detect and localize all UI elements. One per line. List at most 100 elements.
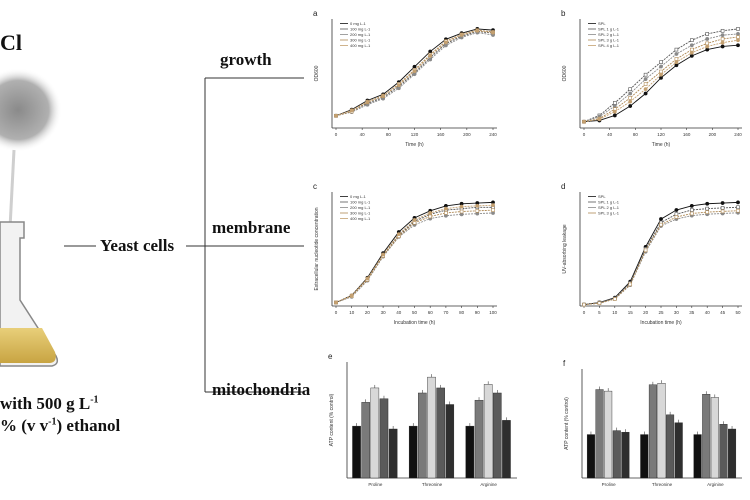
legend-entry: 300 mg L-1: [350, 211, 371, 216]
data-point: [349, 293, 354, 298]
data-point: [612, 101, 617, 105]
category-label: Threonine: [652, 482, 673, 487]
data-point: [459, 204, 464, 209]
data-point: [720, 201, 725, 205]
bar: [370, 387, 380, 479]
data-point: [459, 33, 464, 37]
data-point: [628, 104, 633, 108]
data-point: [628, 87, 632, 91]
data-point: [736, 43, 740, 48]
data-point: [396, 232, 401, 236]
data-point: [674, 57, 679, 61]
y-axis-label: UV-absorbing leakage: [562, 224, 568, 273]
data-point: [412, 72, 417, 77]
x-tick-label: 160: [437, 132, 445, 137]
data-point: [612, 297, 617, 301]
x-tick-label: 50: [412, 310, 418, 315]
data-point: [491, 203, 495, 208]
x-tick-label: 90: [475, 310, 481, 315]
chart-panel-d: d UV-absorbing leakage 0 5 10 15 20 25 30 35 40 45 5…: [561, 182, 742, 326]
data-point: [334, 300, 338, 305]
bar: [418, 392, 427, 479]
data-point: [643, 87, 648, 92]
data-point: [705, 32, 709, 36]
bar: [445, 404, 455, 479]
x-tick-label: 100: [489, 310, 497, 315]
bar: [719, 424, 728, 479]
data-point: [365, 99, 370, 104]
data-point: [396, 86, 401, 91]
yeast-flask-illustration: [0, 68, 62, 367]
data-point: [444, 211, 448, 215]
data-point: [659, 75, 663, 80]
panel-letter: d: [561, 182, 565, 191]
data-point: [720, 37, 725, 41]
x-tick-label: 40: [705, 310, 711, 315]
panel-letter: f: [563, 359, 566, 368]
x-tick-label: 200: [463, 132, 471, 137]
panel-letter: a: [313, 9, 318, 18]
data-point: [659, 60, 663, 64]
bar: [674, 422, 683, 479]
data-point: [582, 119, 586, 124]
x-axis-label: Incubation time (h): [640, 320, 682, 326]
data-point: [475, 209, 480, 213]
x-tick-label: 70: [443, 310, 449, 315]
legend-entry: 0 mg L-1: [350, 194, 367, 199]
data-point: [690, 47, 694, 52]
series-line: [335, 29, 494, 117]
data-point: [412, 69, 417, 74]
legend-entry: 200 mg L-1: [350, 32, 371, 37]
bar: [640, 434, 649, 479]
panel-letter: e: [328, 352, 333, 361]
data-point: [720, 28, 725, 33]
data-point: [597, 117, 602, 122]
data-point: [690, 208, 694, 212]
x-tick-label: 240: [734, 132, 742, 137]
data-point: [720, 44, 725, 49]
legend-entry: SPL 3 g L-1: [598, 211, 620, 216]
data-point: [612, 104, 617, 108]
x-tick-label: 35: [689, 310, 695, 315]
x-tick-label: 20: [365, 310, 371, 315]
bar: [388, 428, 398, 479]
branch-label-membrane: membrane: [212, 218, 291, 237]
bar: [379, 398, 389, 479]
y-axis-label: Extracellular nucleotide concentration: [314, 207, 320, 290]
x-tick-label: 0: [335, 310, 338, 315]
x-tick-label: 30: [381, 310, 387, 315]
data-point: [736, 32, 740, 36]
y-axis-label: ATP content (% control): [564, 397, 570, 450]
x-tick-label: 50: [735, 310, 741, 315]
data-point: [674, 60, 679, 65]
x-tick-label: 80: [633, 132, 639, 137]
data-point: [690, 211, 694, 216]
legend-entry: SPL 1 g L-1: [598, 27, 620, 32]
chart-panel-a: a OD600 0 40 80 120 160 200 240 Time (h) 0 mg L-11…: [313, 9, 497, 148]
data-point: [334, 113, 338, 118]
legend-entry: SPL: [598, 21, 606, 26]
data-point: [736, 200, 740, 205]
data-point: [628, 96, 632, 100]
legend-entry: SPL 2 g L-1: [598, 32, 620, 37]
bar: [361, 402, 370, 479]
data-point: [628, 99, 633, 104]
series-line: [583, 44, 739, 123]
bar: [728, 428, 737, 479]
data-point: [443, 206, 448, 211]
data-point: [428, 49, 433, 54]
category-label: Proline: [368, 482, 383, 487]
data-point: [628, 282, 632, 287]
data-point: [720, 40, 725, 45]
legend-entry: SPL 4 g L-1: [598, 43, 620, 48]
bar: [604, 390, 613, 479]
bar: [408, 425, 418, 479]
series-line: [583, 33, 739, 123]
x-tick-label: 120: [411, 132, 419, 137]
data-point: [643, 91, 648, 96]
data-point: [736, 38, 740, 43]
data-point: [412, 64, 417, 69]
bar: [352, 425, 361, 479]
x-axis-label: Time (h): [405, 142, 424, 148]
